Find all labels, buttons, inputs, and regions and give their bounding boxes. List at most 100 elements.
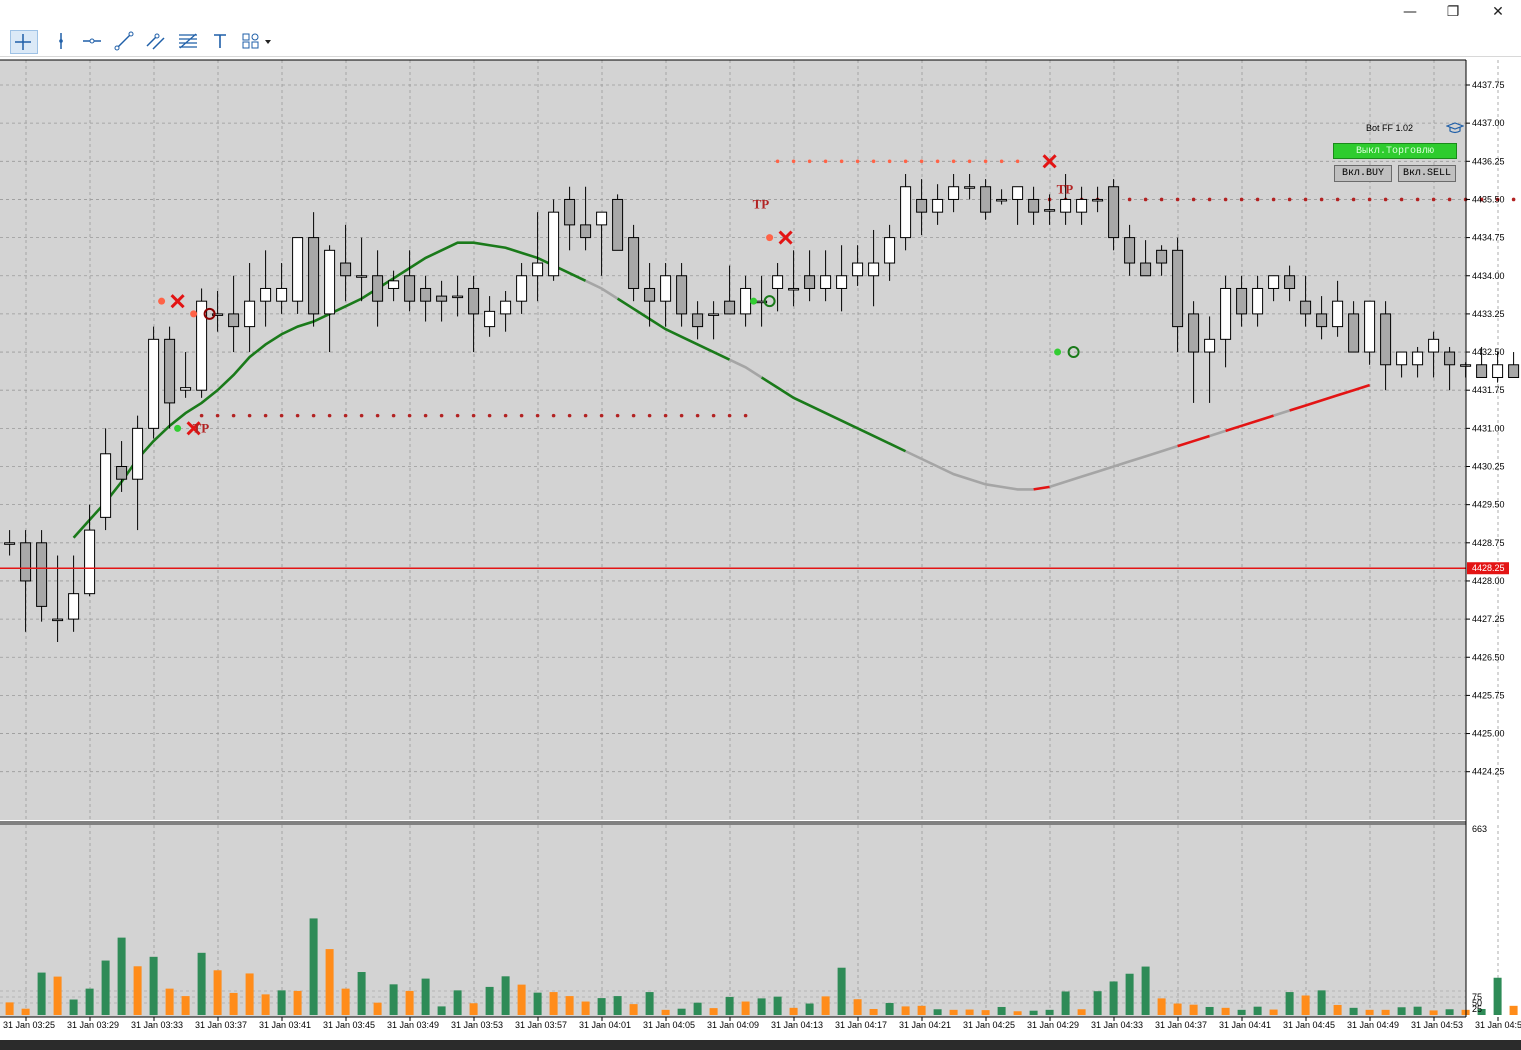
- volume-bar: [389, 984, 398, 1015]
- signal-dot: [190, 310, 198, 318]
- candle-body: [564, 198, 576, 226]
- candle-body: [452, 295, 464, 299]
- shapes-icon[interactable]: [240, 30, 274, 52]
- level-dot: [839, 159, 844, 164]
- ma-segment: [905, 450, 1034, 491]
- volume-bar: [549, 992, 558, 1015]
- candle-body: [1044, 209, 1056, 212]
- fibonacci-icon[interactable]: [176, 30, 200, 52]
- level-dot: [807, 159, 812, 164]
- level-lines: [199, 159, 1516, 418]
- level-dot: [679, 413, 684, 418]
- level-dot: [647, 413, 652, 418]
- volume-bar: [565, 996, 574, 1015]
- candle-body: [308, 237, 320, 315]
- stop-marker: [778, 230, 793, 245]
- volume-bar: [1029, 1010, 1038, 1015]
- level-dot: [743, 413, 748, 418]
- x-tick-label: 31 Jan 03:53: [451, 1020, 503, 1030]
- candle-body: [324, 249, 336, 315]
- candle-body: [788, 287, 800, 291]
- price-axis: 4437.75 4437.00 4436.25 4435.50 4434.75 4434.…: [0, 80, 1509, 1014]
- volume-bar: [1125, 973, 1134, 1015]
- candle-body: [772, 275, 784, 289]
- volume-bar: [293, 990, 302, 1015]
- x-tick-label: 31 Jan 04:09: [707, 1020, 759, 1030]
- volume-bar: [693, 1002, 702, 1015]
- candle-body: [996, 198, 1008, 202]
- volume-bar: [949, 1009, 958, 1015]
- ma-segment: [1049, 444, 1178, 489]
- volume-bar: [789, 1007, 798, 1015]
- candle-body: [1396, 351, 1408, 366]
- volume-bar: [1333, 1004, 1342, 1015]
- volume-bar: [629, 1004, 638, 1015]
- candle-body: [1284, 275, 1296, 289]
- ma-segment: [729, 358, 763, 379]
- candle-body: [132, 427, 144, 480]
- candle-body: [4, 542, 16, 545]
- volume-bar: [21, 1008, 30, 1015]
- minimize-button[interactable]: —: [1403, 4, 1417, 20]
- volume-bar: [1013, 1011, 1022, 1015]
- level-dot: [583, 413, 588, 418]
- x-tick-label: 31 Jan 04:29: [1027, 1020, 1079, 1030]
- enable-sell-button[interactable]: Вкл.SELL: [1398, 165, 1456, 182]
- level-dot: [423, 413, 428, 418]
- candle-body: [836, 275, 848, 289]
- candle-body: [804, 275, 816, 289]
- volume-bar: [309, 918, 318, 1015]
- x-tick-label: 31 Jan 03:29: [67, 1020, 119, 1030]
- candle-body: [740, 287, 752, 315]
- close-button[interactable]: ✕: [1492, 4, 1504, 20]
- volume-bar: [453, 990, 462, 1015]
- level-dot: [775, 159, 780, 164]
- graduation-cap-icon[interactable]: [1446, 121, 1464, 135]
- chart-area[interactable]: TP TP TP 4437.75 4437.00 4436.25 4435.50 4434.…: [0, 57, 1521, 1040]
- restore-button[interactable]: ❐: [1446, 4, 1460, 20]
- candle-body: [292, 237, 304, 302]
- volume-bar: [1189, 1004, 1198, 1015]
- level-dot: [439, 413, 444, 418]
- x-tick-label: 31 Jan 04:05: [643, 1020, 695, 1030]
- text-tool-icon[interactable]: [208, 30, 232, 52]
- toggle-trading-button[interactable]: Выкл.Торговлю: [1333, 143, 1457, 159]
- volume-bar: [437, 1006, 446, 1015]
- trendline-icon[interactable]: [112, 30, 136, 52]
- channel-icon[interactable]: [144, 30, 168, 52]
- level-dot: [935, 159, 940, 164]
- x-tick-label: 31 Jan 04:37: [1155, 1020, 1207, 1030]
- level-dot: [247, 413, 252, 418]
- candle-body: [1332, 300, 1344, 328]
- x-tick-label: 31 Jan 04:33: [1091, 1020, 1143, 1030]
- candle-body: [1476, 364, 1488, 378]
- x-tick-label: 31 Jan 03:37: [195, 1020, 247, 1030]
- stop-marker: [186, 421, 201, 436]
- level-dot: [1207, 197, 1212, 202]
- candle-body: [100, 453, 112, 518]
- volume-bar: [613, 996, 622, 1015]
- level-dot: [599, 413, 604, 418]
- level-dot: [919, 159, 924, 164]
- volume-bar: [1285, 992, 1294, 1015]
- enable-buy-button[interactable]: Вкл.BUY: [1334, 165, 1392, 182]
- x-tick-label: 31 Jan 04:17: [835, 1020, 887, 1030]
- horizontal-line-icon[interactable]: [80, 30, 104, 52]
- candle-body: [420, 287, 432, 302]
- level-dot: [295, 413, 300, 418]
- candle-body: [500, 300, 512, 315]
- x-tick-label: 31 Jan 03:57: [515, 1020, 567, 1030]
- signal-dot: [158, 297, 166, 305]
- volume-bar: [869, 1008, 878, 1015]
- crosshair-icon[interactable]: [10, 30, 38, 54]
- chart-canvas[interactable]: TP TP TP 4437.75 4437.00 4436.25 4435.50 4434.…: [0, 57, 1521, 1040]
- ma-segment: [760, 376, 907, 453]
- level-dot: [407, 413, 412, 418]
- candle-body: [1428, 338, 1440, 353]
- candle-body: [628, 237, 640, 289]
- volume-bar: [933, 1009, 942, 1015]
- vertical-line-icon[interactable]: [49, 30, 73, 52]
- level-dot: [375, 413, 380, 418]
- volume-bar: [421, 978, 430, 1015]
- volume-bar: [1061, 991, 1070, 1015]
